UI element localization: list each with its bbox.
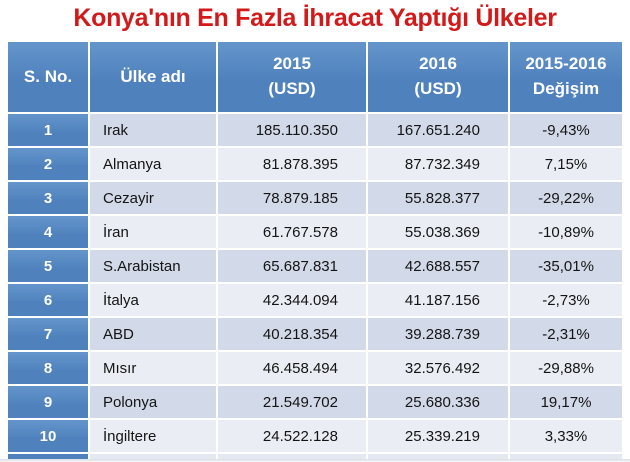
country-cell: Polonya bbox=[90, 386, 216, 418]
change-cell: 3,33% bbox=[510, 420, 622, 452]
header-label-line1: 2016 bbox=[419, 54, 457, 74]
value-2016-cell: 39.288.739 bbox=[368, 318, 508, 350]
row-number-cell: 4 bbox=[8, 216, 88, 248]
value-2015-cell: 185.110.350 bbox=[218, 114, 366, 146]
cutoff-cell bbox=[218, 454, 366, 459]
row-number-cell: 10 bbox=[8, 420, 88, 452]
value-2016-cell: 25.680.336 bbox=[368, 386, 508, 418]
header-label: S. No. bbox=[23, 66, 73, 86]
header-label: Ülke adı bbox=[120, 66, 186, 86]
value-2015-cell: 78.879.185 bbox=[218, 182, 366, 214]
header-label-line1: 2015-2016 bbox=[525, 54, 607, 74]
change-cell: -35,01% bbox=[510, 250, 622, 282]
cutoff-cell bbox=[368, 454, 508, 459]
value-2015-cell: 42.344.094 bbox=[218, 284, 366, 316]
value-2016-cell: 87.732.349 bbox=[368, 148, 508, 180]
value-2016-cell: 55.038.369 bbox=[368, 216, 508, 248]
value-2015-cell: 24.522.128 bbox=[218, 420, 366, 452]
country-cell: Irak bbox=[90, 114, 216, 146]
value-2015-cell: 46.458.494 bbox=[218, 352, 366, 384]
country-cell: Mısır bbox=[90, 352, 216, 384]
table-cutoff-strip bbox=[8, 454, 622, 459]
change-cell: -2,31% bbox=[510, 318, 622, 350]
row-number-cell: 3 bbox=[8, 182, 88, 214]
header-cell-2016: 2016 (USD) bbox=[368, 42, 508, 112]
row-number-cell: 1 bbox=[8, 114, 88, 146]
change-cell: -2,73% bbox=[510, 284, 622, 316]
change-cell: -9,43% bbox=[510, 114, 622, 146]
header-label-line2: (USD) bbox=[268, 79, 316, 98]
header-label-line2: (USD) bbox=[414, 79, 462, 98]
row-number-cell: 7 bbox=[8, 318, 88, 350]
header-cell-sno: S. No. bbox=[8, 42, 88, 112]
value-2016-cell: 167.651.240 bbox=[368, 114, 508, 146]
header-label-line1: 2015 bbox=[273, 54, 311, 74]
cutoff-cell bbox=[90, 454, 216, 459]
header-cell-change: 2015-2016 Değişim bbox=[510, 42, 622, 112]
cutoff-cell bbox=[510, 454, 622, 459]
header-cell-country: Ülke adı bbox=[90, 42, 216, 112]
value-2015-cell: 65.687.831 bbox=[218, 250, 366, 282]
change-cell: 7,15% bbox=[510, 148, 622, 180]
country-cell: İngiltere bbox=[90, 420, 216, 452]
change-cell: 19,17% bbox=[510, 386, 622, 418]
value-2015-cell: 40.218.354 bbox=[218, 318, 366, 350]
row-number-cell: 9 bbox=[8, 386, 88, 418]
country-cell: Cezayir bbox=[90, 182, 216, 214]
bottom-shadow bbox=[0, 459, 630, 462]
value-2015-cell: 21.549.702 bbox=[218, 386, 366, 418]
value-2015-cell: 61.767.578 bbox=[218, 216, 366, 248]
country-cell: İtalya bbox=[90, 284, 216, 316]
header-cell-2015: 2015 (USD) bbox=[218, 42, 366, 112]
row-number-cell: 2 bbox=[8, 148, 88, 180]
change-cell: -10,89% bbox=[510, 216, 622, 248]
export-table: S. No. Ülke adı 2015 (USD) 2016 (USD) 20… bbox=[8, 42, 622, 452]
value-2015-cell: 81.878.395 bbox=[218, 148, 366, 180]
value-2016-cell: 42.688.557 bbox=[368, 250, 508, 282]
value-2016-cell: 32.576.492 bbox=[368, 352, 508, 384]
change-cell: -29,88% bbox=[510, 352, 622, 384]
change-cell: -29,22% bbox=[510, 182, 622, 214]
cutoff-sno-cell bbox=[8, 454, 88, 459]
value-2016-cell: 41.187.156 bbox=[368, 284, 508, 316]
row-number-cell: 6 bbox=[8, 284, 88, 316]
country-cell: İran bbox=[90, 216, 216, 248]
header-label-line2: Değişim bbox=[532, 79, 600, 98]
page-title: Konya'nın En Fazla İhracat Yaptığı Ülkel… bbox=[73, 4, 557, 32]
value-2016-cell: 25.339.219 bbox=[368, 420, 508, 452]
row-number-cell: 8 bbox=[8, 352, 88, 384]
row-number-cell: 5 bbox=[8, 250, 88, 282]
country-cell: Almanya bbox=[90, 148, 216, 180]
country-cell: ABD bbox=[90, 318, 216, 350]
value-2016-cell: 55.828.377 bbox=[368, 182, 508, 214]
country-cell: S.Arabistan bbox=[90, 250, 216, 282]
